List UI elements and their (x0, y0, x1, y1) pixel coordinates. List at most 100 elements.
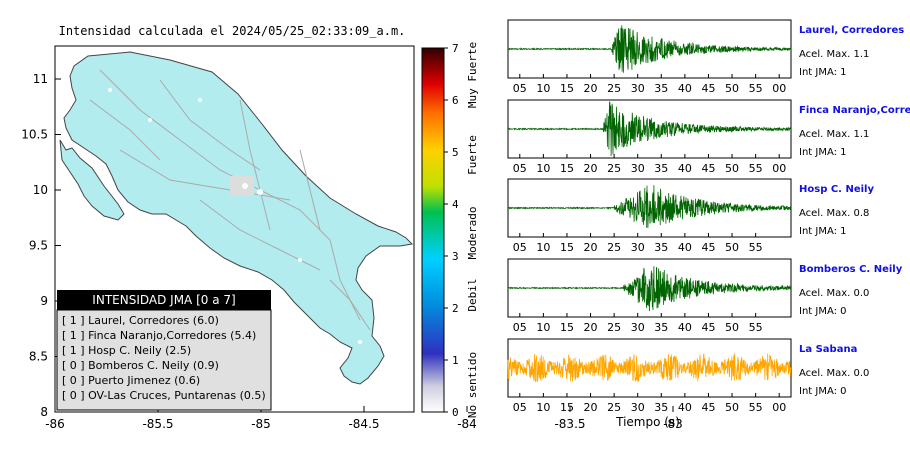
legend-title: INTENSIDAD JMA [0 a 7] (92, 293, 235, 307)
legend-box: INTENSIDAD JMA [0 a 7] [ 1 ] Laurel, Cor… (56, 290, 272, 411)
trace-x-tick-label: 25 (607, 321, 621, 334)
trace-waveform (507, 266, 792, 312)
trace-waveform (507, 25, 792, 73)
map-y-tick-label: 8 (40, 405, 48, 419)
map-y-tick-label: 10 (33, 183, 48, 197)
colorbar-tick-label: 7 (452, 42, 459, 55)
trace-x-tick-label: 15 (560, 162, 574, 175)
trace-panel: 05 10 15 20 25 30 35 40 45 50 55 Bomberos C. Neily A… (507, 258, 903, 334)
map-x-tick-label: -83 (663, 417, 683, 431)
trace-x-tick-label: 10 (536, 162, 550, 175)
trace-x-tick-label: 55 (749, 82, 763, 95)
trace-x-tick-label: 25 (607, 401, 621, 414)
trace-x-tick-label: 15 (560, 321, 574, 334)
map-y-tick-label: 11 (33, 72, 48, 86)
colorbar-tick-label: 2 (452, 302, 459, 315)
x-axis-label: Tiempo (s) (615, 415, 680, 429)
map-x-tick-label: -84 (457, 417, 477, 431)
trace-x-tick-label: 40 (678, 241, 692, 254)
trace-stat: Acel. Max. 1.1 (799, 49, 869, 60)
trace-x-tick-label: 25 (607, 82, 621, 95)
trace-x-tick-label: 20 (584, 321, 598, 334)
trace-x-tick-label: 20 (584, 401, 598, 414)
colorbar-tick-label: 3 (452, 250, 459, 263)
trace-x-tick-label: 50 (725, 82, 739, 95)
trace-x-tick-label: 10 (536, 82, 550, 95)
trace-station-name: Finca Naranjo,Corredor (799, 105, 910, 116)
map-x-tick-label: -84.5 (348, 417, 379, 431)
colorbar: 0 1 2 3 4 5 6 7 No sentido Debil Moderado Fuerte Mu… (421, 42, 479, 419)
trace-x-tick-label: 05 (513, 241, 527, 254)
trace-stat: Int JMA: 0 (799, 306, 847, 317)
trace-x-tick-label: 45 (701, 321, 715, 334)
trace-waveform (507, 352, 792, 383)
trace-x-tick-label: 35 (654, 162, 668, 175)
trace-x-tick-label: 25 (607, 241, 621, 254)
trace-x-tick-label: 40 (678, 82, 692, 95)
legend-item: [ 0 ] OV-Las Cruces, Puntarenas (0.5) (62, 389, 266, 402)
trace-panel: 05 10 15 20 25 30 35 40 45 50 55 Hosp C. Neily Acel.… (507, 178, 874, 254)
colorbar-tick-label: 1 (452, 354, 459, 367)
cities (108, 88, 362, 344)
colorbar-tick-label: 6 (452, 94, 459, 107)
trace-x-tick-label: 20 (584, 82, 598, 95)
trace-stat: Int JMA: 0 (799, 386, 847, 397)
colorbar-category-label: Moderado (466, 207, 479, 260)
trace-x-tick-label: 35 (654, 401, 668, 414)
trace-x-tick-label: 45 (701, 82, 715, 95)
trace-x-tick-label: 00 (772, 401, 786, 414)
trace-x-tick-label: 15 (560, 401, 574, 414)
trace-panel: 05 10 15 20 25 30 35 40 45 50 55 00 Finca Naranjo,Co… (507, 99, 910, 175)
trace-x-tick-label: 30 (631, 241, 645, 254)
trace-stat: Int JMA: 1 (799, 67, 847, 78)
map-y-tick-label: 8.5 (29, 350, 48, 364)
trace-x-tick-label: 55 (749, 241, 763, 254)
trace-x-tick-label: 30 (631, 82, 645, 95)
trace-x-tick-label: 25 (607, 162, 621, 175)
trace-stat: Acel. Max. 0.0 (799, 368, 869, 379)
trace-panel: 05 10 15 20 25 30 35 40 45 50 55 00 La Sabana Acel. M… (507, 338, 869, 414)
trace-stat: Acel. Max. 1.1 (799, 129, 869, 140)
trace-x-tick-label: 00 (772, 162, 786, 175)
colorbar-category-label: Debil (466, 278, 479, 311)
trace-x-tick-label: 35 (654, 82, 668, 95)
colorbar-tick-label: 0 (452, 406, 459, 419)
map-x-tick-label: -86 (45, 417, 65, 431)
map-y-tick-label: 10.5 (21, 128, 48, 142)
trace-x-tick-label: 20 (584, 241, 598, 254)
trace-x-tick-label: 05 (513, 401, 527, 414)
trace-stat: Int JMA: 1 (799, 147, 847, 158)
nicoya-peninsula (59, 139, 125, 221)
colorbar-category-label: No sentido (466, 352, 479, 418)
trace-x-tick-label: 05 (513, 82, 527, 95)
trace-station-name: Bomberos C. Neily (799, 264, 903, 275)
trace-station-name: Laurel, Corredores (799, 25, 904, 36)
trace-x-tick-label: 45 (701, 401, 715, 414)
trace-x-tick-label: 15 (560, 241, 574, 254)
trace-x-tick-label: 50 (725, 401, 739, 414)
trace-panel: 05 10 15 20 25 30 35 40 45 50 55 00 Laurel, Corredor… (507, 19, 904, 95)
trace-station-name: La Sabana (799, 344, 857, 355)
trace-x-tick-label: 15 (560, 82, 574, 95)
legend-item: [ 0 ] Bomberos C. Neily (0.9) (62, 359, 219, 372)
trace-stat: Acel. Max. 0.0 (799, 288, 869, 299)
trace-x-tick-label: 20 (584, 162, 598, 175)
colorbar-category-label: Fuerte (466, 135, 479, 175)
colorbar-tick-label: 5 (452, 146, 459, 159)
colorbar-tick-label: 4 (452, 198, 459, 211)
trace-x-tick-label: 30 (631, 401, 645, 414)
legend-item: [ 1 ] Hosp C. Neily (2.5) (62, 344, 191, 357)
costa-rica-land (63, 51, 414, 385)
trace-x-tick-label: 35 (654, 321, 668, 334)
map-y-tick-label: 9 (40, 294, 48, 308)
trace-x-tick-label: 10 (536, 321, 550, 334)
trace-x-tick-label: 40 (678, 401, 692, 414)
legend-item: [ 1 ] Finca Naranjo,Corredores (5.4) (62, 329, 256, 342)
trace-station-name: Hosp C. Neily (799, 184, 874, 195)
trace-x-tick-label: 10 (536, 401, 550, 414)
trace-waveform (507, 101, 792, 157)
trace-x-tick-label: 50 (725, 241, 739, 254)
trace-x-tick-label: 50 (725, 162, 739, 175)
colorbar-category-label: Muy Fuerte (466, 42, 479, 108)
